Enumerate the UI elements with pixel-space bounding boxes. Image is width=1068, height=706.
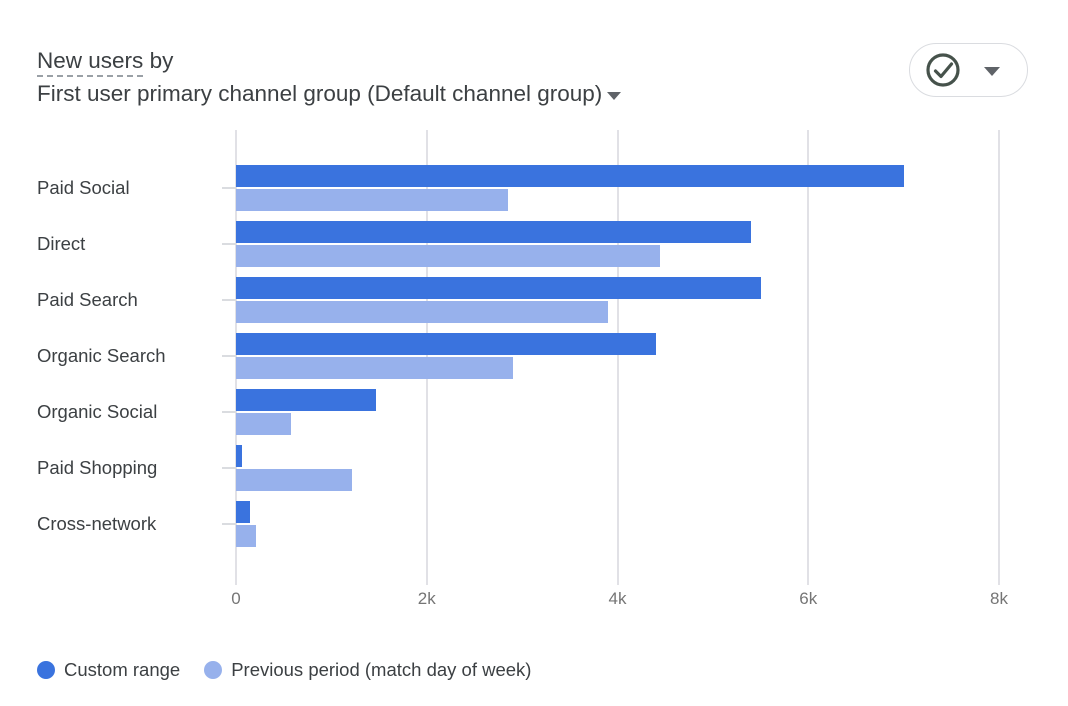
category-row [236,389,999,445]
category-row [236,445,999,501]
gridline [998,130,1000,585]
category-axis-tick [222,243,236,245]
category-row [236,501,999,557]
chart-title: New users by First user primary channel … [37,44,622,110]
bar-custom-range[interactable] [236,501,251,523]
category-label: Paid Search [37,289,138,310]
category-label: Organic Social [37,401,158,422]
x-axis-tick-label: 6k [799,589,818,608]
category-axis-tick [222,299,236,301]
category-axis-tick [222,523,236,525]
gridline [807,130,810,585]
bar-previous-period[interactable] [236,469,353,491]
legend-item: Custom range [37,659,180,681]
bars-layer [236,165,999,557]
bar-custom-range[interactable] [236,165,904,187]
legend-dot-icon [204,661,223,679]
legend-dot-icon [37,661,55,679]
bar-previous-period[interactable] [236,245,661,267]
title-line-metric: New users by [37,44,621,77]
category-axis-tick [222,355,236,357]
bar-custom-range[interactable] [236,221,752,243]
bar-custom-range[interactable] [236,445,242,467]
category-axis-tick [222,467,236,469]
category-row [236,277,999,333]
category-label: Paid Social [37,177,130,198]
x-axis-tick-label: 2k [417,589,436,608]
title-connector-text: by [149,48,174,73]
metric-selector-link[interactable]: New users [37,48,144,77]
category-row [236,333,999,389]
gridline [616,130,619,585]
bar-previous-period[interactable] [236,189,508,211]
category-row [236,165,999,221]
legend-label: Custom range [64,659,181,680]
bar-custom-range[interactable] [236,333,656,355]
bar-custom-range[interactable] [236,389,377,411]
x-axis-tick-label: 0 [231,589,241,608]
bar-custom-range[interactable] [236,277,761,299]
category-label: Direct [37,233,86,254]
bar-previous-period[interactable] [236,301,608,323]
bar-previous-period[interactable] [236,413,292,435]
bar-previous-period[interactable] [236,357,513,379]
x-axis-tick-label: 4k [608,589,627,608]
chevron-down-icon [984,66,1000,76]
legend-item: Previous period (match day of week) [204,659,531,681]
check-circle-icon [924,51,962,89]
chart-status-menu-button[interactable] [909,43,1028,97]
legend: Custom range Previous period (match day o… [37,659,531,681]
category-label: Cross-network [37,513,157,534]
legend-label: Previous period (match day of week) [231,659,532,680]
category-axis-tick [222,187,236,189]
x-axis-tick-label: 8k [990,589,1008,608]
chevron-down-icon [607,91,622,100]
category-row [236,221,999,277]
category-label: Paid Shopping [37,457,158,478]
dimension-selector[interactable]: First user primary channel group (Defaul… [37,77,622,110]
category-axis-tick [222,411,236,413]
dimension-label: First user primary channel group (Defaul… [37,81,603,106]
bar-previous-period[interactable] [236,525,257,547]
category-label: Organic Search [37,345,166,366]
